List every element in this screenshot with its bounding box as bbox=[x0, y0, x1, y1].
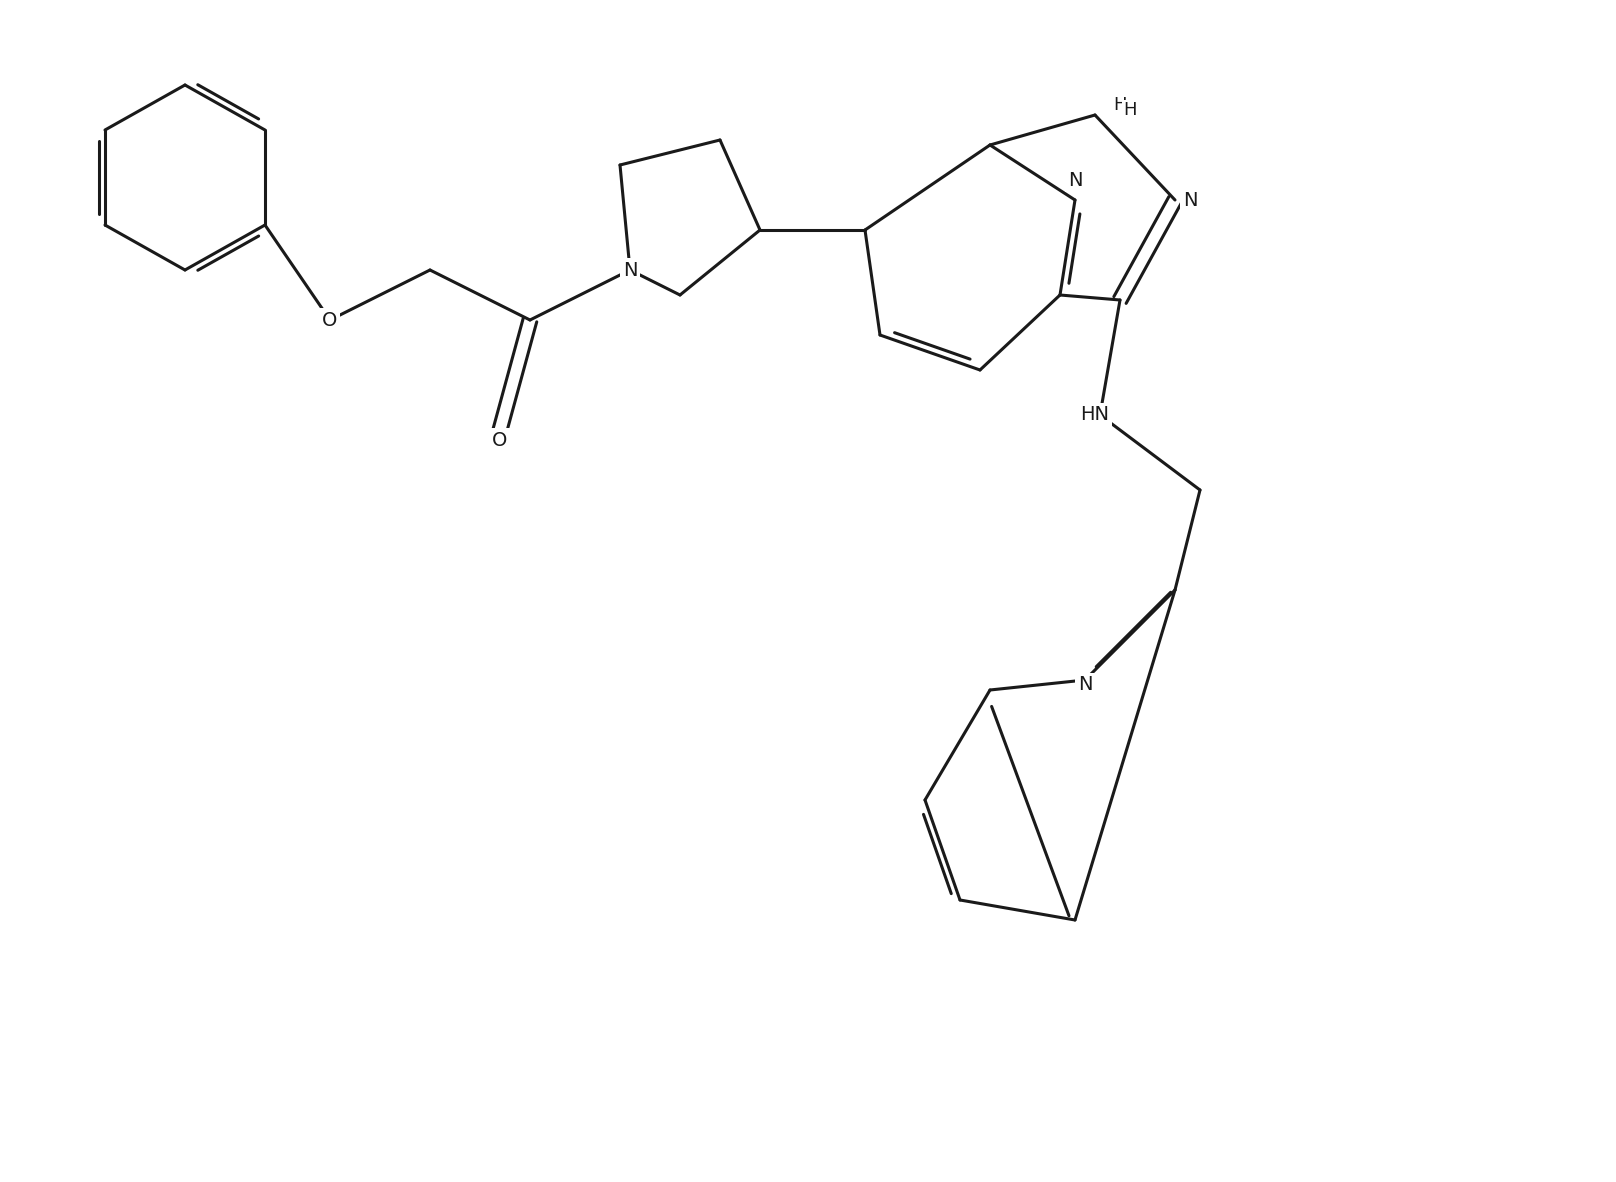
Text: N: N bbox=[622, 260, 637, 279]
Text: N: N bbox=[1068, 170, 1083, 189]
Text: H: H bbox=[1123, 100, 1136, 119]
Text: O: O bbox=[322, 311, 338, 330]
Text: HN: HN bbox=[1081, 405, 1110, 424]
Text: N: N bbox=[1078, 675, 1092, 695]
Text: H: H bbox=[1113, 96, 1126, 113]
Text: O: O bbox=[493, 430, 507, 449]
Text: N: N bbox=[1183, 190, 1197, 209]
